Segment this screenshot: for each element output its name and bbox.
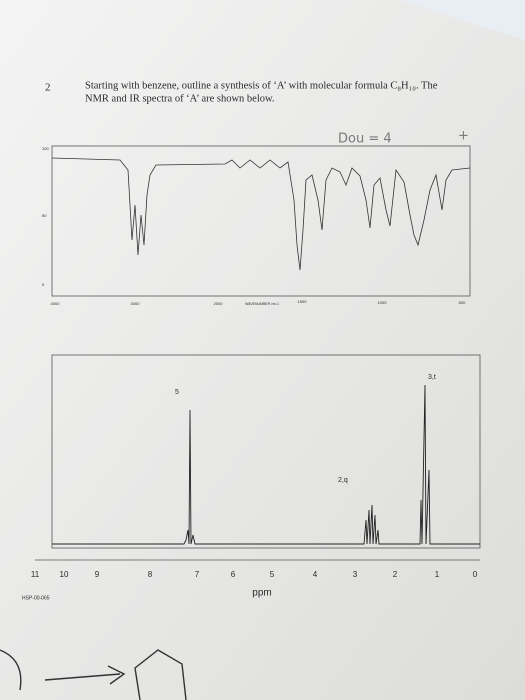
nmr-x-tick: 10	[60, 570, 69, 579]
question-line: Starting with benzene, outline a synthes…	[85, 80, 438, 91]
nmr-x-tick: 8	[148, 570, 153, 579]
ir-y-tick: 100	[42, 146, 49, 151]
nmr-x-tick: 0	[473, 570, 478, 579]
ir-x-tick: 4000	[51, 301, 61, 306]
background-sheet	[400, 0, 525, 40]
ir-y-tick: 0	[42, 282, 45, 287]
nmr-peak-label: 2,q	[338, 477, 348, 484]
ir-frame	[51, 145, 471, 297]
nmr-x-tick: 1	[435, 570, 440, 579]
question-number: 2	[45, 82, 51, 94]
nmr-x-tick: 6	[231, 570, 236, 579]
nmr-x-tick: 3	[353, 570, 358, 579]
ir-x-tick: 500	[459, 300, 466, 305]
handwritten-arrow	[44, 665, 126, 685]
handwritten-bracket	[0, 649, 22, 691]
nmr-x-tick: 9	[95, 570, 100, 579]
nmr-x-tick: 4	[313, 570, 318, 579]
nmr-peak-label: 3,t	[428, 374, 436, 381]
nmr-x-tick: 7	[195, 570, 200, 579]
nmr-trace	[52, 384, 480, 545]
handwritten-note: Dou = 4	[338, 132, 392, 147]
nmr-peak-label: 5	[175, 389, 179, 396]
ir-x-tick: 3000	[131, 301, 141, 306]
nmr-code: HSP-00-065	[22, 595, 50, 601]
handwritten-mark: +	[458, 129, 469, 144]
nmr-x-tick: 11	[31, 570, 40, 579]
question-line: NMR and IR spectra of ‘A’ are shown belo…	[85, 93, 275, 104]
nmr-x-label: ppm	[252, 588, 271, 599]
ir-x-label: WAVENUMBER cm-1	[245, 302, 279, 306]
ir-trace	[51, 157, 471, 271]
handwritten-benzene	[134, 649, 187, 700]
nmr-x-tick: 5	[270, 570, 275, 579]
ir-x-tick: 1500	[298, 299, 308, 304]
nmr-frame	[51, 354, 481, 549]
ir-x-tick: 2000	[214, 301, 224, 306]
ir-x-tick: 1000	[378, 300, 388, 305]
nmr-x-tick: 2	[393, 570, 398, 579]
ir-y-tick: 50	[42, 213, 47, 218]
